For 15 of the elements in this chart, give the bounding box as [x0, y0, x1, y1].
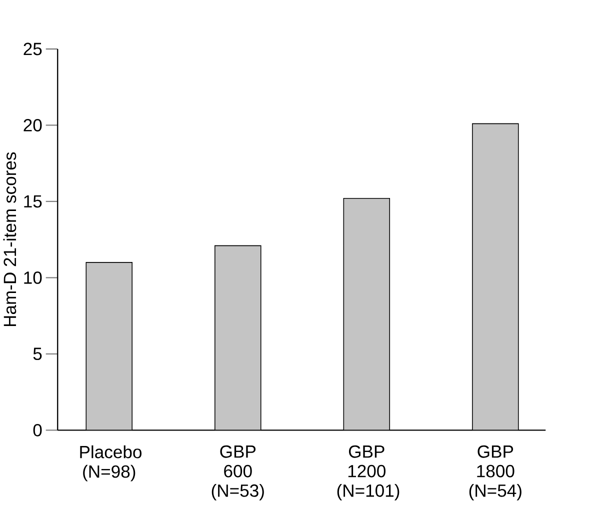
bar: [343, 198, 390, 430]
y-tick-label: 20: [24, 119, 42, 132]
y-tick-label: 0: [33, 424, 42, 437]
x-tick-label: Placebo (N=98): [80, 446, 142, 482]
bar: [472, 123, 519, 430]
bar: [86, 262, 132, 430]
bar: [214, 245, 262, 430]
y-tick-label: 5: [33, 348, 42, 360]
y-tick-label: 25: [24, 42, 42, 56]
x-tick-label: GBP 1800 (N=54): [469, 446, 522, 501]
y-axis-title: Ham-D 21-item scores: [3, 152, 16, 326]
y-tick-label: 10: [24, 272, 42, 284]
y-tick-label: 15: [24, 196, 42, 208]
x-tick-label: GBP 600 (N=53): [212, 446, 264, 501]
x-tick-label: GBP 1200 (N=101): [337, 446, 400, 501]
